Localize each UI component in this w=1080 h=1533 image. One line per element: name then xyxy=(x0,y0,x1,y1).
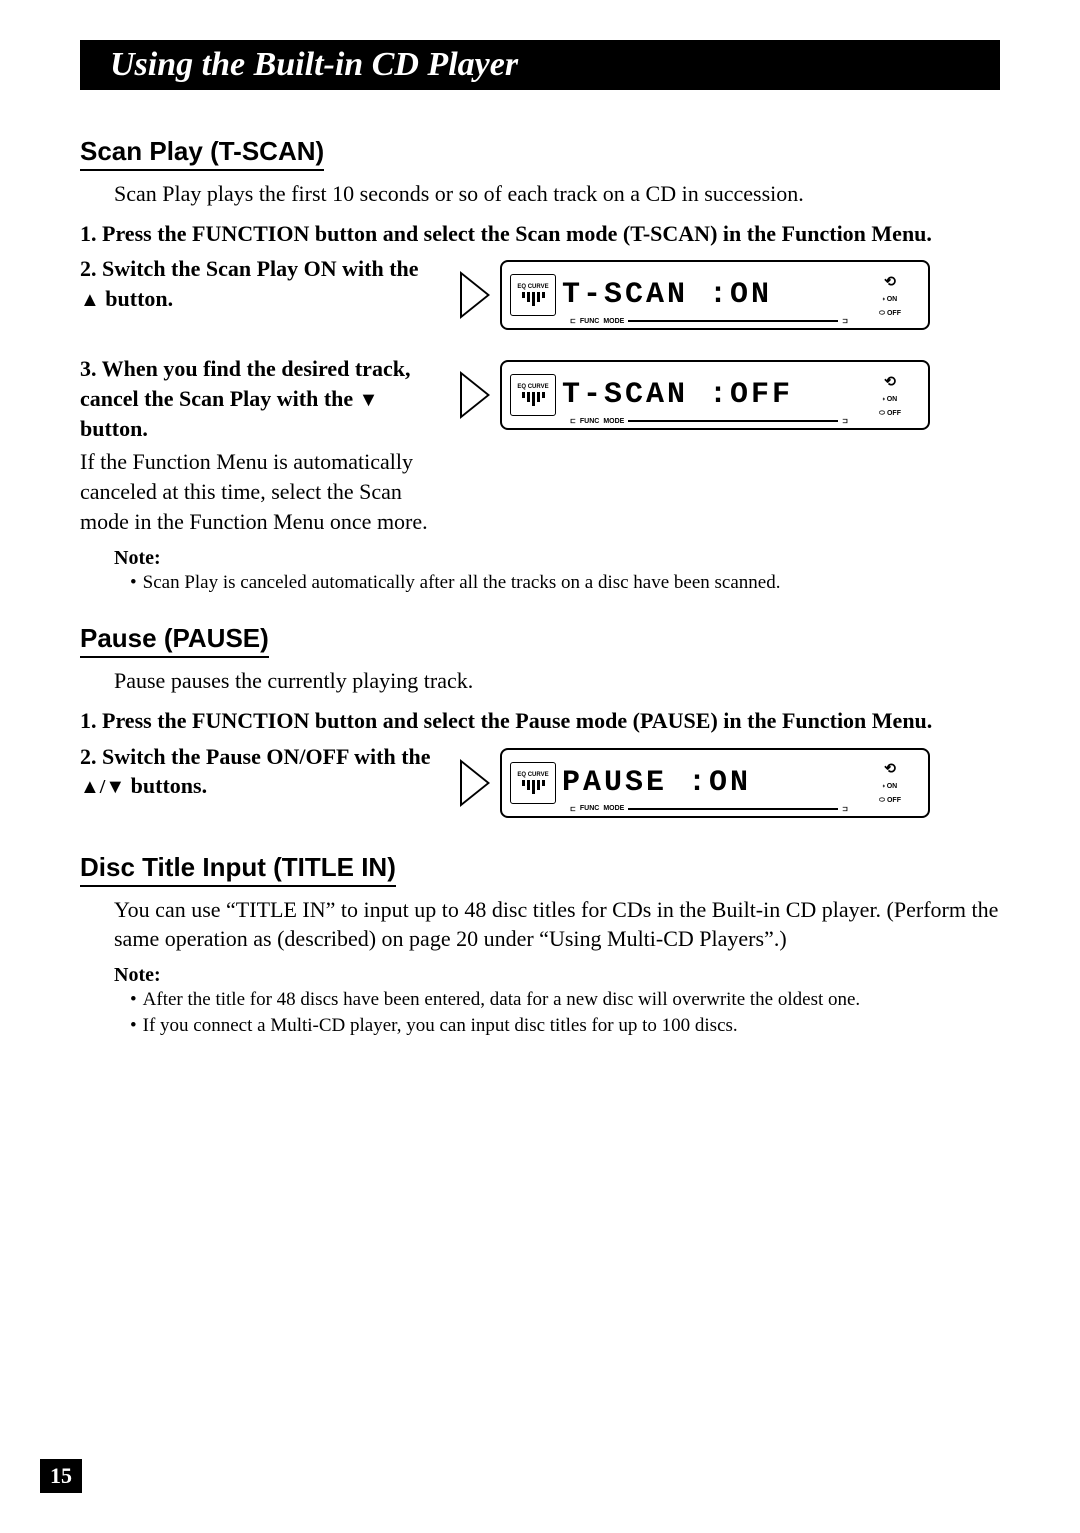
step-text-a: Switch the Pause ON/OFF with the xyxy=(102,744,431,769)
lcd-text: PAUSE :ON xyxy=(562,766,854,800)
bullet-icon: • xyxy=(130,572,137,593)
func-label: FUNC xyxy=(580,418,599,425)
heading-pause: Pause (PAUSE) xyxy=(80,623,269,658)
pause-intro: Pause pauses the currently playing track… xyxy=(114,666,1000,696)
eq-label: EQ CURVE xyxy=(517,284,548,290)
bullet-icon: • xyxy=(130,989,137,1010)
scan-step3-body: If the Function Menu is automatically ca… xyxy=(80,447,440,536)
scan-step-1: 1. Press the FUNCTION button and select … xyxy=(80,219,1000,249)
title-in-note-list: • After the title for 48 discs have been … xyxy=(130,987,1000,1038)
display-pause-on: EQ CURVE PAUSE :ON ⟲ ⬫ ON ⬭ OFF ⊏FUNC MO… xyxy=(460,748,930,818)
scan-note-label: Note: xyxy=(114,547,1000,570)
mode-label: MODE xyxy=(603,805,624,812)
lcd-text: T-SCAN :OFF xyxy=(562,378,854,412)
lcd-status-icon: ⟲ ⬫ ON ⬭ OFF xyxy=(860,757,920,809)
step-number: 1. xyxy=(80,221,97,246)
step-text-b: button. xyxy=(100,286,173,311)
eq-curve-icon: EQ CURVE xyxy=(510,374,556,416)
title-in-note-label: Note: xyxy=(114,964,1000,987)
scan-step-2: 2. Switch the Scan Play ON with the ▲ bu… xyxy=(80,254,460,313)
step-text: Press the FUNCTION button and select the… xyxy=(102,708,932,733)
up-down-triangle-icon: ▲/▼ xyxy=(80,776,125,798)
eq-label: EQ CURVE xyxy=(517,384,548,390)
step-number: 2. xyxy=(80,256,97,281)
step-text-b: buttons. xyxy=(125,773,207,798)
pause-step-2: 2. Switch the Pause ON/OFF with the ▲/▼ … xyxy=(80,742,460,801)
scan-intro: Scan Play plays the first 10 seconds or … xyxy=(114,179,1000,209)
heading-scan-play: Scan Play (T-SCAN) xyxy=(80,136,324,171)
section-pause: Pause (PAUSE) Pause pauses the currently… xyxy=(80,595,1000,817)
up-triangle-icon: ▲ xyxy=(80,289,100,311)
scan-note-list: • Scan Play is canceled automatically aft… xyxy=(130,570,1000,596)
step-number: 1. xyxy=(80,708,97,733)
lcd-panel: EQ CURVE PAUSE :ON ⟲ ⬫ ON ⬭ OFF ⊏FUNC MO… xyxy=(500,748,930,818)
pause-step-1: 1. Press the FUNCTION button and select … xyxy=(80,706,1000,736)
lcd-status-icon: ⟲ ⬫ ON ⬭ OFF xyxy=(860,269,920,321)
bullet-icon: • xyxy=(130,1015,137,1036)
pointer-icon xyxy=(460,759,490,807)
lcd-text: T-SCAN :ON xyxy=(562,278,854,312)
lcd-panel: EQ CURVE T-SCAN :OFF ⟲ ⬫ ON ⬭ OFF ⊏FUNC … xyxy=(500,360,930,430)
down-triangle-icon: ▼ xyxy=(359,389,379,411)
step-number: 3. xyxy=(80,356,97,381)
step-number: 2. xyxy=(80,744,97,769)
step-text-b: button. xyxy=(80,416,148,441)
lcd-status-icon: ⟲ ⬫ ON ⬭ OFF xyxy=(860,369,920,421)
section-scan-play: Scan Play (T-SCAN) Scan Play plays the f… xyxy=(80,108,1000,595)
lcd-panel: EQ CURVE T-SCAN :ON ⟲ ⬫ ON ⬭ OFF ⊏FUNC M… xyxy=(500,260,930,330)
heading-title-in: Disc Title Input (TITLE IN) xyxy=(80,852,396,887)
title-in-intro: You can use “TITLE IN” to input up to 48… xyxy=(114,895,1000,954)
pointer-icon xyxy=(460,271,490,319)
func-label: FUNC xyxy=(580,318,599,325)
display-tscan-off: EQ CURVE T-SCAN :OFF ⟲ ⬫ ON ⬭ OFF ⊏FUNC … xyxy=(460,360,930,430)
page-number: 15 xyxy=(40,1459,82,1493)
step-text-a: Switch the Scan Play ON with the xyxy=(102,256,419,281)
mode-label: MODE xyxy=(603,318,624,325)
pointer-icon xyxy=(460,371,490,419)
display-tscan-on: EQ CURVE T-SCAN :ON ⟲ ⬫ ON ⬭ OFF ⊏FUNC M… xyxy=(460,260,930,330)
section-title-in: Disc Title Input (TITLE IN) You can use … xyxy=(80,824,1000,1039)
note-text: Scan Play is canceled automatically afte… xyxy=(143,572,781,593)
note-text: After the title for 48 discs have been e… xyxy=(143,989,861,1010)
eq-curve-icon: EQ CURVE xyxy=(510,274,556,316)
mode-label: MODE xyxy=(603,418,624,425)
eq-label: EQ CURVE xyxy=(517,772,548,778)
eq-curve-icon: EQ CURVE xyxy=(510,762,556,804)
note-text: If you connect a Multi-CD player, you ca… xyxy=(143,1015,738,1036)
func-label: FUNC xyxy=(580,805,599,812)
page-title-bar: Using the Built-in CD Player xyxy=(80,40,1000,90)
step-text: Press the FUNCTION button and select the… xyxy=(102,221,932,246)
scan-step-3: 3. When you find the desired track, canc… xyxy=(80,354,460,536)
